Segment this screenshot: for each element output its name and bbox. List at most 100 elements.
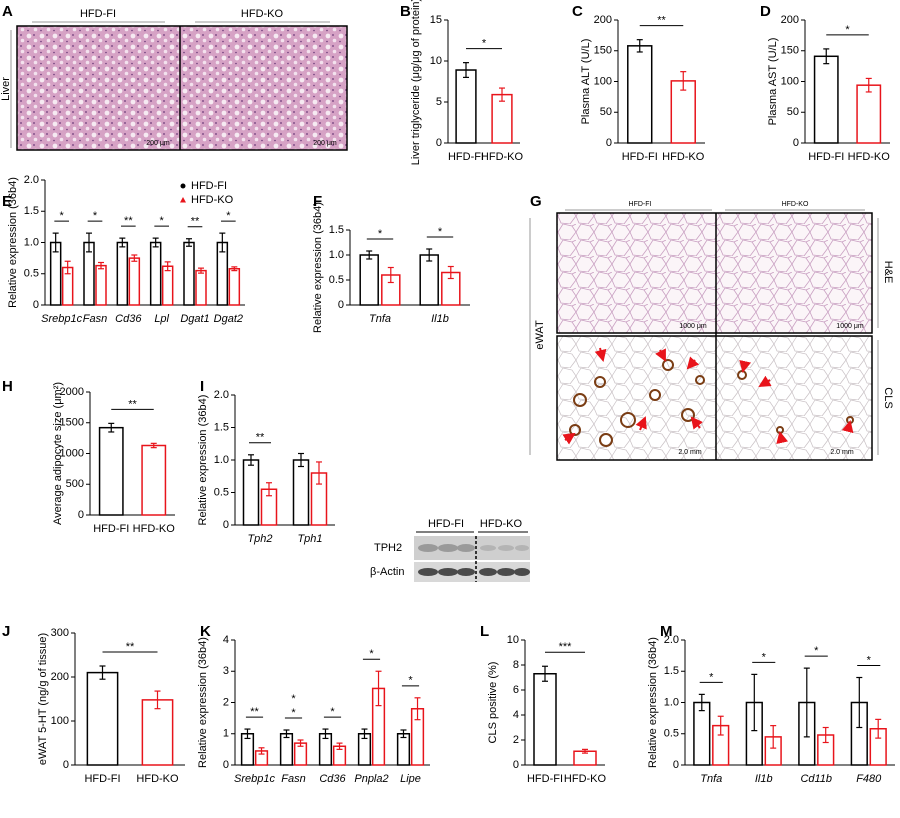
y-tick-label: 0	[223, 759, 229, 771]
significance-label: *	[378, 228, 383, 240]
panel-letter: L	[480, 623, 489, 640]
significance-label: **	[256, 432, 265, 444]
panel-letter: I	[200, 378, 204, 395]
significance-label: **	[124, 215, 133, 227]
y-tick-label: 1.5	[329, 224, 344, 236]
bar	[141, 699, 174, 766]
bar	[813, 55, 839, 144]
x-tick-label: Il1b	[755, 773, 773, 785]
y-tick-label: 0	[513, 759, 519, 771]
x-tick-label: Tph1	[297, 533, 322, 545]
y-axis-label: eWAT 5-HT (ng/g of tissue)	[37, 633, 49, 765]
bar	[533, 673, 557, 766]
y-tick-label: 0	[606, 137, 612, 149]
panel-letter: M	[660, 623, 673, 640]
significance-label: **	[657, 15, 666, 27]
scale-bar: 200 μm	[313, 140, 337, 147]
y-tick-label: 1.0	[329, 249, 344, 261]
bar	[95, 264, 107, 306]
significance-label: *	[291, 707, 296, 719]
scale-bar: 1000 μm	[679, 323, 707, 330]
significance-label: **	[126, 641, 135, 653]
y-tick-label: 0	[673, 759, 679, 771]
y-tick-label: 1500	[60, 417, 84, 429]
x-tick-label: HFD-FI	[84, 773, 120, 785]
group-label: HFD-KO	[782, 201, 809, 208]
significance-label: *	[709, 671, 714, 683]
y-tick-label: 4	[513, 709, 519, 721]
y-axis-label: Relative expression (36b4)	[647, 637, 659, 768]
bar	[86, 671, 119, 766]
x-tick-label: Cd36	[115, 313, 142, 325]
x-tick-label: HFD-FI	[448, 151, 484, 163]
significance-label: *	[438, 226, 443, 238]
y-tick-label: 200	[51, 671, 69, 683]
bar	[627, 45, 653, 144]
panel-letter: F	[313, 193, 322, 210]
y-tick-label: 0	[63, 759, 69, 771]
y-axis-label: Average adipocyte size (μm²)	[52, 382, 64, 525]
x-tick-label: Fasn	[281, 773, 305, 785]
bar	[228, 268, 241, 306]
x-tick-label: Lipe	[400, 773, 421, 785]
legend-label: HFD-KO	[191, 194, 234, 206]
x-tick-label: Dgat2	[214, 313, 243, 325]
y-tick-label: 1000	[60, 447, 84, 459]
panel-letter: H	[2, 378, 13, 395]
y-axis-label: Relative expression (36b4)	[7, 177, 19, 308]
he-image	[556, 212, 873, 334]
significance-label: *	[226, 210, 231, 222]
y-axis-label: Plasma ALT (U/L)	[580, 39, 592, 125]
panel-letter: B	[400, 3, 411, 20]
y-tick-label: 300	[51, 627, 69, 639]
scale-bar: 2.0 mm	[678, 449, 702, 456]
y-tick-label: 0	[436, 137, 442, 149]
scale-bar: 1000 μm	[836, 323, 864, 330]
bar	[279, 733, 294, 766]
x-tick-label: Il1b	[431, 313, 449, 325]
group-label: HFD-KO	[480, 518, 523, 530]
x-tick-label: Srebp1c	[41, 313, 82, 325]
y-tick-label: 6	[513, 684, 519, 696]
significance-label: ***	[559, 641, 573, 653]
legend-marker	[180, 197, 186, 203]
significance-label: *	[330, 706, 335, 718]
y-tick-label: 0.5	[664, 728, 679, 740]
bar	[491, 93, 513, 144]
y-tick-label: 3	[223, 665, 229, 677]
arrows	[562, 347, 854, 445]
y-tick-label: 1.5	[24, 205, 39, 217]
y-tick-label: 2.0	[24, 174, 39, 186]
stain-label: H&E	[882, 261, 894, 284]
y-axis-label: CLS positive (%)	[487, 662, 499, 744]
y-tick-label: 5	[436, 96, 442, 108]
significance-label: *	[408, 675, 413, 687]
significance-label: **	[191, 216, 200, 228]
x-tick-label: Fasn	[83, 313, 107, 325]
y-tick-label: 8	[513, 659, 519, 671]
x-tick-label: HFD-FI	[527, 773, 563, 785]
group-label: HFD-FI	[428, 518, 464, 530]
scale-bar: 200 μm	[146, 140, 170, 147]
y-tick-label: 0	[223, 519, 229, 531]
panel-letter: K	[200, 623, 211, 640]
bar	[98, 426, 124, 516]
y-tick-label: 0	[78, 509, 84, 521]
y-tick-label: 0.5	[214, 486, 229, 498]
bar	[292, 459, 310, 526]
panel-letter: J	[2, 623, 10, 640]
y-tick-label: 1.5	[214, 421, 229, 433]
panel-letter: D	[760, 3, 771, 20]
bar	[183, 241, 195, 306]
y-tick-label: 0	[338, 299, 344, 311]
y-axis-label: Liver triglyceride (μg/μg of protein)	[410, 0, 422, 165]
significance-label: *	[845, 24, 850, 36]
x-tick-label: HFD-FI	[808, 151, 844, 163]
significance-label: **	[128, 398, 137, 410]
x-tick-label: Tnfa	[369, 313, 391, 325]
y-tick-label: 10	[430, 55, 442, 67]
bar	[116, 241, 129, 306]
tissue-label: eWAT	[534, 320, 546, 350]
bands	[418, 568, 530, 576]
bar	[455, 69, 477, 144]
